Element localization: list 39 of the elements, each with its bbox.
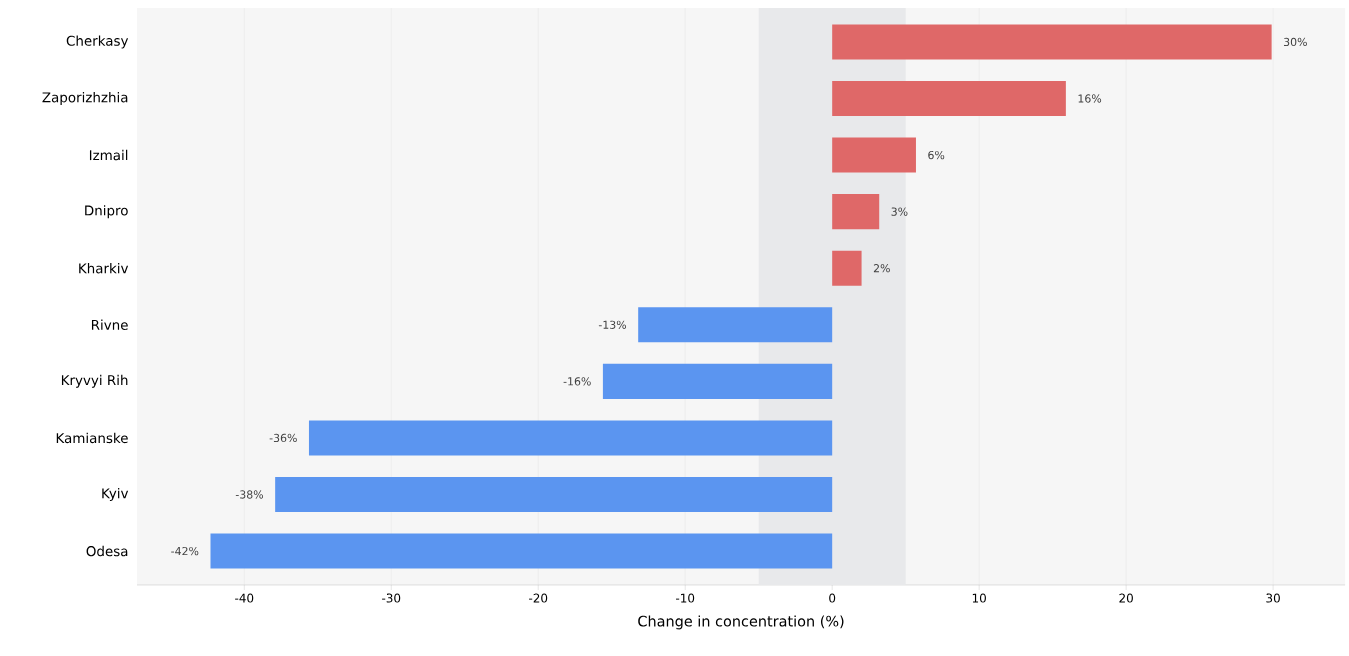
- x-tick-label: 10: [972, 593, 986, 603]
- y-tick-label: Rivne: [91, 319, 128, 330]
- y-tick-label: Kyiv: [102, 487, 129, 501]
- bar: [275, 476, 833, 513]
- x-tick-label: -10: [676, 593, 695, 603]
- bar: [832, 24, 1272, 60]
- y-tick-label: Kamianske: [56, 432, 128, 444]
- bar: [832, 250, 862, 286]
- data-label: 2%: [873, 264, 890, 273]
- data-label: 16%: [1078, 94, 1102, 103]
- bar: [832, 194, 880, 230]
- bar: [832, 80, 1066, 117]
- y-tick-label: Cherkasy: [66, 35, 129, 49]
- data-label: -42%: [171, 546, 199, 556]
- bar: [638, 307, 833, 343]
- x-tick-label: 20: [1119, 593, 1133, 603]
- y-tick-label: Dnipro: [85, 205, 128, 219]
- data-label: -13%: [598, 320, 627, 329]
- y-tick-label: Odesa: [86, 545, 128, 557]
- data-label: -36%: [269, 433, 297, 443]
- bar: [832, 137, 916, 173]
- data-label: 30%: [1283, 37, 1307, 47]
- bar: [602, 363, 833, 399]
- y-tick-label: Zaporizhzhia: [42, 92, 128, 106]
- bar: [210, 533, 833, 569]
- bar: [308, 420, 833, 456]
- x-tick-label: -40: [235, 593, 254, 603]
- data-label: -16%: [563, 377, 591, 386]
- x-tick-label: -30: [382, 593, 401, 603]
- x-tick-label: 0: [829, 593, 836, 603]
- x-axis-title: Change in concentration (%): [638, 615, 844, 630]
- data-label: 3%: [891, 207, 908, 216]
- data-label: -38%: [235, 490, 264, 499]
- x-tick-label: -20: [529, 593, 548, 603]
- y-tick-label: Izmail: [89, 149, 128, 161]
- y-tick-label: Kryvyi Rih: [61, 374, 128, 388]
- y-tick-label: Kharkiv: [79, 263, 129, 274]
- data-label: 6%: [928, 150, 945, 160]
- x-tick-label: 30: [1266, 593, 1280, 603]
